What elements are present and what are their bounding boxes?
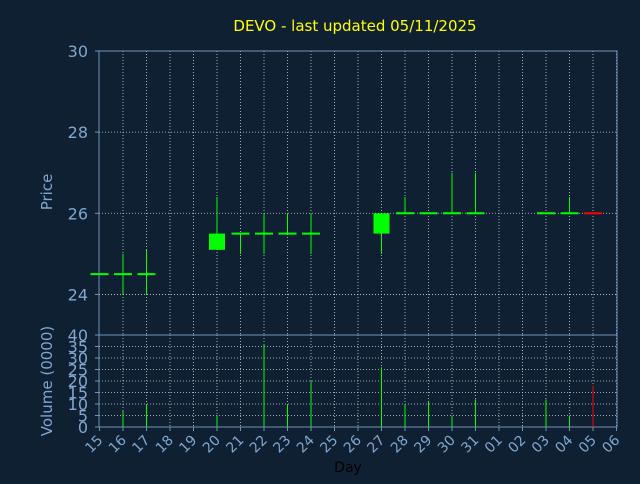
x-axis-label: Day [334,460,362,476]
x-tick-label: 06 [599,432,623,456]
volume-tick-label: 10 [68,395,88,414]
volume-tick-label: 15 [68,384,88,403]
x-tick-label: 01 [482,433,506,457]
x-tick-label: 02 [505,433,529,457]
x-tick-label: 18 [153,433,177,457]
x-tick-label: 25 [317,433,341,457]
grid-layer [99,51,617,427]
x-tick-label: 24 [294,432,318,456]
volume-tick-label: 40 [68,326,88,345]
x-tick-label: 30 [435,433,459,457]
x-tick-label: 05 [576,433,600,457]
volume-tick-label: 5 [78,407,88,426]
price-tick-label: 24 [68,285,88,304]
x-tick-label: 03 [529,433,553,457]
x-tick-label: 31 [458,433,482,457]
volume-tick-label: 20 [68,372,88,391]
x-tick-label: 17 [129,433,153,457]
x-tick-label: 27 [364,433,388,457]
x-tick-label: 16 [106,432,130,456]
x-tick-label: 19 [176,433,200,457]
volume-axis-label: Volume (0000) [38,326,56,436]
price-candle-body [209,233,225,250]
volume-tick-label: 30 [68,349,88,368]
x-tick-label: 21 [223,433,247,457]
price-candle-body [373,213,390,234]
chart-title: DEVO - last updated 05/11/2025 [233,17,476,35]
price-tick-label: 30 [68,42,88,61]
x-tick-label: 20 [200,433,224,457]
x-tick-label: 29 [411,433,435,457]
x-tick-label: 23 [270,433,294,457]
x-tick-label: 26 [341,432,365,456]
price-axis-label: Price [38,174,56,211]
price-tick-label: 28 [68,123,88,142]
axes-layer [95,50,618,431]
x-tick-label: 28 [388,433,412,457]
x-tick-label: 22 [247,433,271,457]
marks-layer [90,172,602,427]
price-tick-label: 26 [68,204,88,223]
x-tick-label: 04 [552,432,576,456]
volume-tick-label: 0 [78,418,88,437]
volume-tick-label: 35 [68,338,88,357]
volume-tick-label: 25 [68,361,88,380]
